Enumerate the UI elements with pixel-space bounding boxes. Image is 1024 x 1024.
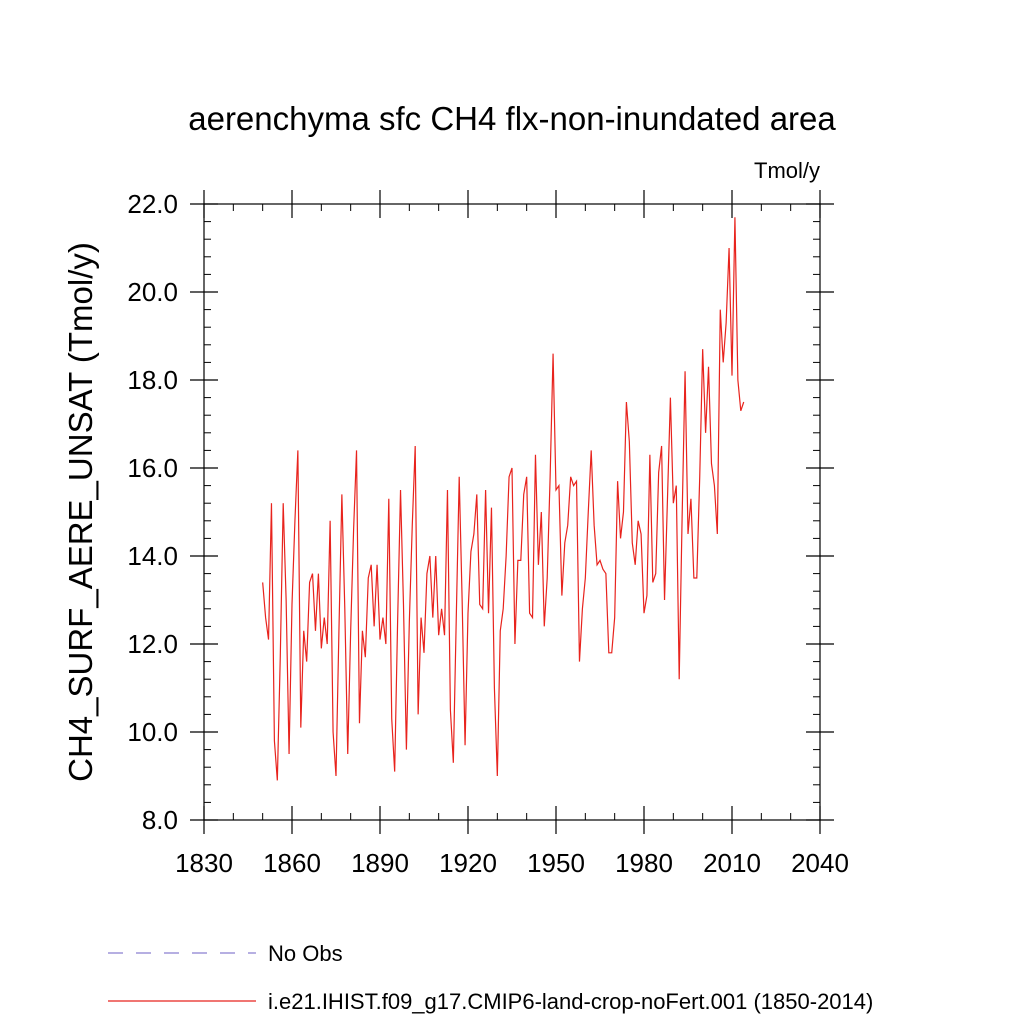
y-axis-label: CH4_SURF_AERE_UNSAT (Tmol/y) [62,242,99,782]
y-tick-label: 10.0 [127,717,178,747]
x-tick-label: 1950 [527,848,585,878]
x-tick-label: 1920 [439,848,497,878]
chart-title: aerenchyma sfc CH4 flx-non-inundated are… [188,100,836,137]
x-tick-label: 1980 [615,848,673,878]
legend-label: No Obs [268,941,343,966]
x-tick-label: 1890 [351,848,409,878]
x-tick-label: 1860 [263,848,321,878]
legend-label: i.e21.IHIST.f09_g17.CMIP6-land-crop-noFe… [268,989,873,1014]
plot-frame [203,203,821,821]
y-tick-label: 22.0 [127,189,178,219]
y-tick-label: 8.0 [142,805,178,835]
series-line [262,217,745,781]
y-tick-label: 18.0 [127,365,178,395]
y-tick-label: 14.0 [127,541,178,571]
y-tick-label: 20.0 [127,277,178,307]
y-tick-label: 16.0 [127,453,178,483]
y-tick-label: 12.0 [127,629,178,659]
x-tick-label: 2040 [791,848,849,878]
x-tick-label: 2010 [703,848,761,878]
units-label: Tmol/y [754,158,820,183]
x-tick-label: 1830 [175,848,233,878]
